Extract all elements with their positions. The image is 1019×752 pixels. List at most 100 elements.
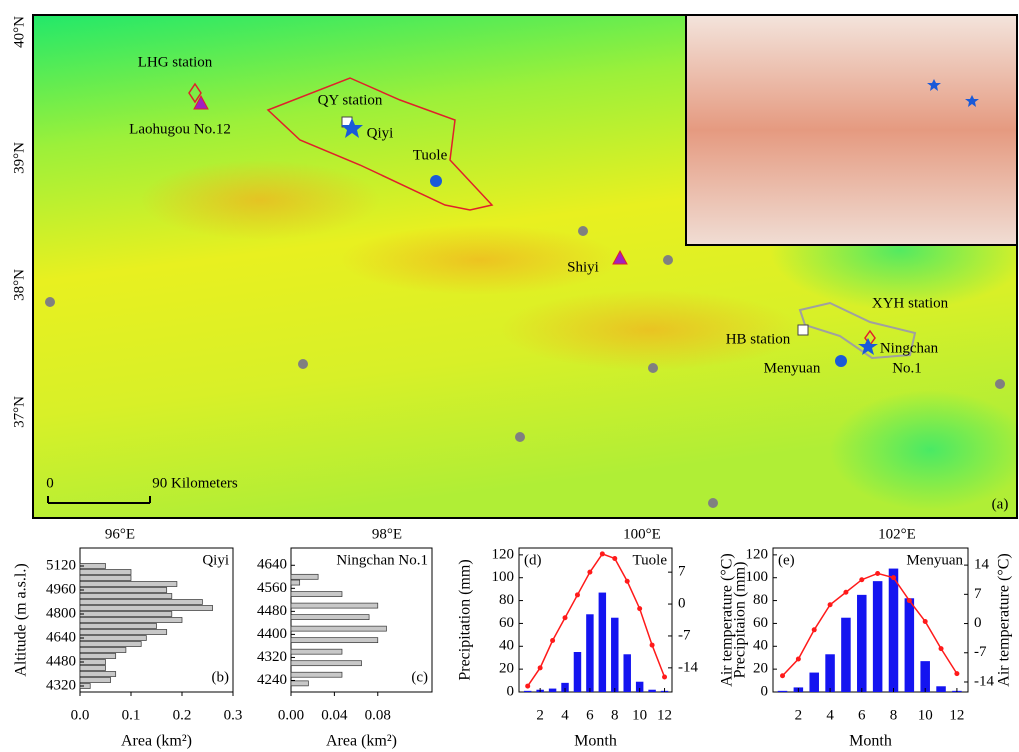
y-tick-label: 4480	[46, 653, 76, 669]
x-axis-label: Month	[574, 733, 617, 750]
lon-label: 100°E	[623, 526, 661, 542]
map-label: Ningchan	[880, 340, 939, 356]
y2-tick-label: -7	[678, 627, 691, 643]
y2-tick-label: 0	[974, 615, 982, 631]
y-tick-label: 40	[499, 638, 514, 654]
map-label: QY station	[318, 92, 383, 108]
plot-frame	[519, 548, 672, 692]
line-point	[796, 657, 801, 662]
y-tick-label: 100	[492, 569, 515, 585]
y-tick-label: 4240	[257, 672, 287, 688]
lat-label: 37°N	[11, 396, 27, 428]
line-point	[828, 602, 833, 607]
bar	[80, 630, 167, 635]
map-label: Menyuan	[764, 360, 821, 376]
panel-label: (c)	[411, 669, 428, 685]
weather-station	[835, 355, 847, 367]
line-point	[563, 615, 568, 620]
station	[298, 359, 308, 369]
map-label: Shiyi	[567, 259, 599, 275]
chart-title: Menyuan	[906, 552, 963, 568]
inset-map	[686, 15, 1017, 245]
bar	[80, 618, 182, 623]
terrain	[500, 290, 800, 370]
bar	[599, 593, 606, 692]
bar	[623, 654, 630, 692]
bar	[574, 652, 581, 692]
y-tick-label: 4640	[257, 557, 287, 573]
line-point	[550, 638, 555, 643]
y-tick-label: 40	[753, 638, 768, 654]
temperature-line	[528, 554, 665, 686]
y-tick-label: 120	[746, 546, 769, 562]
panel-label: (e)	[778, 552, 795, 568]
y-tick-label: 100	[746, 569, 769, 585]
x-tick-label: 0.04	[321, 707, 348, 723]
line-point	[907, 598, 912, 603]
x-tick-label: 8	[611, 707, 619, 723]
bar	[291, 603, 378, 608]
line-point	[923, 619, 928, 624]
lon-label: 102°E	[878, 526, 916, 542]
line-point	[575, 592, 580, 597]
bar	[80, 582, 177, 587]
y-tick-label: 80	[499, 592, 514, 608]
station	[708, 498, 718, 508]
lat-label: 40°N	[11, 16, 27, 48]
station-marker	[798, 325, 808, 335]
bar	[80, 642, 141, 647]
map-label: XYH station	[872, 295, 949, 311]
x-tick-label: 6	[586, 707, 594, 723]
bar	[80, 666, 106, 671]
map-label: Tuole	[413, 147, 448, 163]
x-tick-label: 0.3	[224, 707, 243, 723]
station	[45, 297, 55, 307]
x-tick-label: 6	[858, 707, 866, 723]
x-tick-label: 0.1	[122, 707, 141, 723]
bar	[80, 678, 111, 683]
bar	[80, 606, 213, 611]
bar	[524, 691, 531, 692]
line-point	[859, 577, 864, 582]
station	[648, 363, 658, 373]
line-point	[538, 665, 543, 670]
y-tick-label: 5120	[46, 557, 76, 573]
y-tick-label: 0	[761, 683, 769, 699]
bar	[80, 600, 202, 605]
line-point	[875, 571, 880, 576]
x-axis-label: Month	[849, 733, 892, 750]
station	[663, 255, 673, 265]
map-label: Qiyi	[367, 125, 394, 141]
lat-label: 39°N	[11, 142, 27, 174]
bar	[80, 672, 116, 677]
chart-title: Qiyi	[202, 552, 229, 568]
map: LHG station Laohugou No.12 QY station Qi…	[11, 15, 1019, 542]
x-tick-label: 4	[826, 707, 834, 723]
y-tick-label: 4960	[46, 581, 76, 597]
terrain	[140, 160, 380, 240]
y-axis-label: Altitude (m a.s.l.)	[13, 563, 30, 676]
y-tick-label: 4560	[257, 580, 287, 596]
page: {"map": { "lon_ticks": ["96°E", "98°E", …	[0, 0, 1019, 752]
line-point	[587, 570, 592, 575]
x-tick-label: 0.0	[71, 707, 90, 723]
line-point	[954, 671, 959, 676]
y-tick-label: 60	[499, 615, 514, 631]
bar	[586, 614, 593, 692]
y2-tick-label: -7	[974, 644, 987, 660]
map-label: Laohugou No.12	[129, 121, 231, 137]
y2-tick-label: 7	[974, 586, 982, 602]
weather-station	[430, 175, 442, 187]
scale-label: 90 Kilometers	[152, 475, 238, 491]
line-point	[600, 551, 605, 556]
y2-tick-label: 0	[678, 595, 686, 611]
x-tick-label: 0.08	[365, 707, 391, 723]
x-tick-label: 8	[890, 707, 898, 723]
y-tick-label: 20	[753, 661, 768, 677]
bar	[825, 654, 835, 692]
line-point	[637, 606, 642, 611]
x-tick-label: 0.00	[278, 707, 304, 723]
x-tick-label: 10	[632, 707, 647, 723]
bar	[778, 691, 788, 692]
bar	[80, 594, 172, 599]
